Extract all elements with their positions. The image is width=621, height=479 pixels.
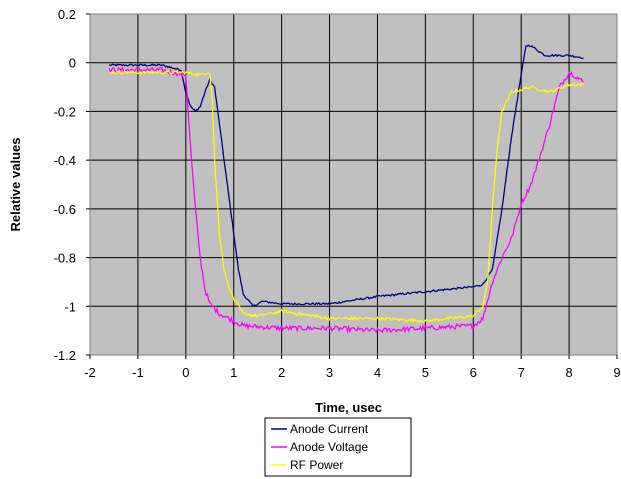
series-line-rf-power xyxy=(108,69,584,324)
y-tick-label: 0.2 xyxy=(58,7,76,22)
y-tick-label: -0.6 xyxy=(54,202,76,217)
x-tick-label: 0 xyxy=(182,365,189,380)
x-tick-label: 8 xyxy=(565,365,572,380)
x-tick-label: -2 xyxy=(84,365,96,380)
plot-border xyxy=(89,13,618,356)
x-tick-label: 2 xyxy=(278,365,285,380)
y-tick-label: -1.2 xyxy=(54,348,76,363)
series-line-anode-current xyxy=(108,44,584,308)
x-axis-ticks: -2 -1 0 1 2 3 4 5 6 7 8 9 xyxy=(84,355,621,380)
legend-label: Anode Voltage xyxy=(290,440,368,454)
x-tick-label: 3 xyxy=(326,365,333,380)
y-tick-label: -0.8 xyxy=(54,251,76,266)
y-tick-label: 0 xyxy=(69,56,76,71)
x-tick-label: 4 xyxy=(374,365,381,380)
x-axis-title: Time, usec xyxy=(315,400,382,415)
legend: Anode Current Anode Voltage RF Power xyxy=(264,417,412,477)
x-tick-label: 9 xyxy=(613,365,620,380)
x-tick-label: -1 xyxy=(132,365,144,380)
y-tick-label: -1 xyxy=(64,299,76,314)
y-axis-title: Relative values xyxy=(8,138,23,232)
y-tick-label: -0.2 xyxy=(54,104,76,119)
legend-label: Anode Current xyxy=(290,422,369,436)
legend-box xyxy=(264,417,412,477)
plot-area xyxy=(90,14,617,355)
series-line-anode-voltage xyxy=(108,66,584,335)
y-tick-label: -0.4 xyxy=(54,153,76,168)
x-tick-label: 1 xyxy=(230,365,237,380)
series-layer xyxy=(108,44,584,335)
x-tick-label: 6 xyxy=(470,365,477,380)
x-tick-label: 7 xyxy=(518,365,525,380)
y-axis-ticks: 0.2 0 -0.2 -0.4 -0.6 -0.8 -1 -1.2 xyxy=(54,7,90,363)
legend-label: RF Power xyxy=(290,458,343,472)
x-tick-label: 5 xyxy=(422,365,429,380)
